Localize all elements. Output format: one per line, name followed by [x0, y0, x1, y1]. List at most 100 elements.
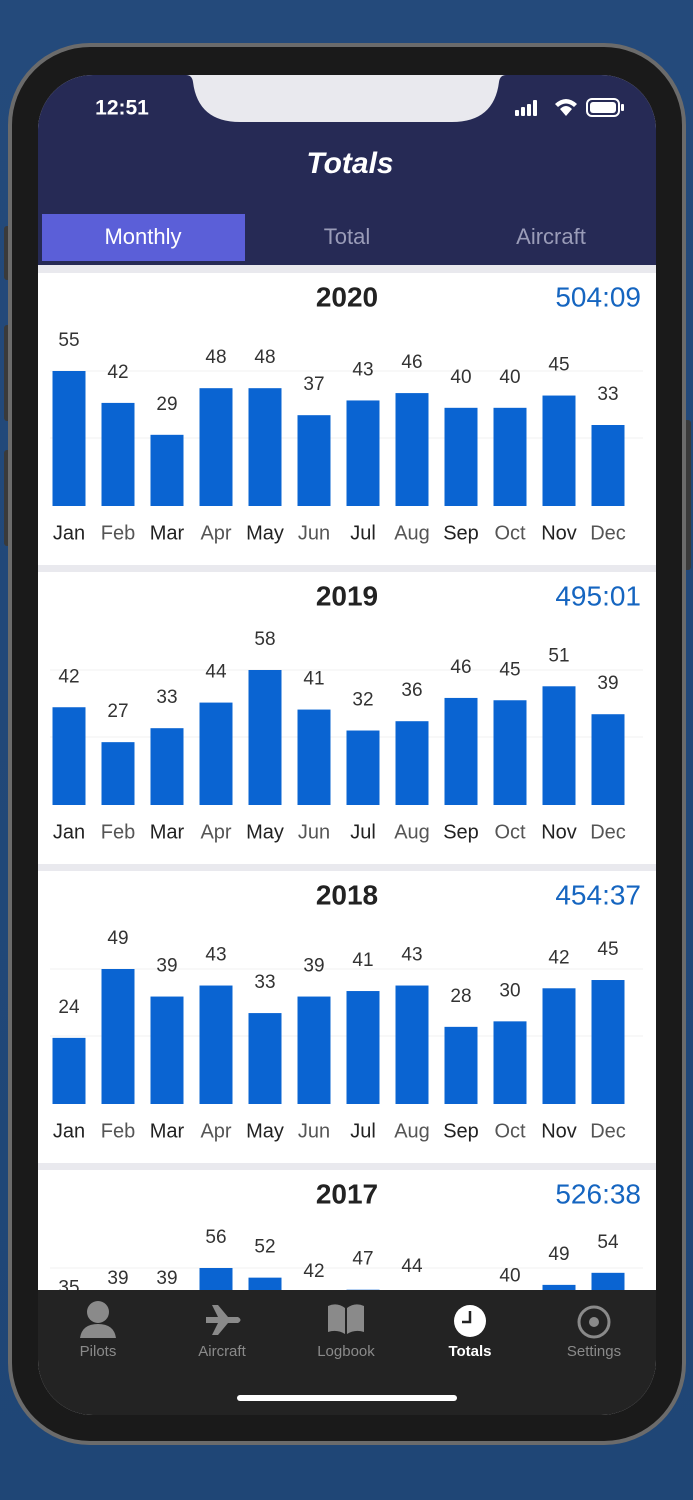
bar	[297, 709, 331, 805]
month-label: Feb	[101, 1120, 135, 1142]
month-label: Jul	[350, 522, 376, 544]
month-label: Sep	[443, 821, 479, 843]
bar-value-label: 54	[597, 1232, 619, 1253]
month-label: Jun	[298, 522, 330, 544]
tab-icons	[80, 1301, 611, 1339]
bar	[248, 388, 282, 506]
bar	[493, 1021, 527, 1104]
bar	[493, 700, 527, 805]
bar-value-label: 35	[58, 1278, 79, 1299]
bar	[199, 985, 233, 1104]
bar-value-label: 33	[254, 972, 275, 993]
header-title: Totals	[306, 147, 393, 180]
tab-label[interactable]: Totals	[448, 1343, 491, 1360]
month-label: Sep	[443, 522, 479, 544]
segment-tab[interactable]: Aircraft	[516, 224, 586, 249]
bar	[591, 1272, 625, 1290]
month-label: Apr	[200, 522, 231, 544]
chart-total: 495:01	[555, 580, 641, 611]
bar-value-label: 33	[156, 687, 177, 708]
bar-value-label: 40	[499, 1266, 520, 1287]
bar	[591, 980, 625, 1104]
clock-hands	[462, 1311, 472, 1324]
bar-value-label: 49	[548, 1244, 569, 1265]
bar-value-label: 39	[303, 956, 324, 977]
bar-value-label: 36	[401, 680, 422, 701]
bar-value-label: 30	[499, 980, 520, 1001]
status-icons	[515, 98, 624, 117]
bar-value-label: 56	[205, 1227, 226, 1248]
bar-value-label: 28	[450, 986, 471, 1007]
month-label: Nov	[541, 821, 577, 843]
bar	[444, 697, 478, 805]
bar-value-label: 44	[205, 662, 227, 683]
bar	[150, 434, 184, 506]
bar-value-label: 47	[352, 1249, 373, 1270]
bar	[101, 742, 135, 805]
bar	[444, 407, 478, 506]
bar	[493, 407, 527, 506]
home-indicator	[237, 1395, 457, 1401]
bar	[52, 371, 86, 506]
bar	[52, 1037, 86, 1104]
month-label: Oct	[494, 1120, 526, 1142]
tab-label[interactable]: Logbook	[317, 1343, 375, 1360]
month-label: Aug	[394, 522, 430, 544]
month-label: Jan	[53, 1120, 85, 1142]
bar-value-label: 52	[254, 1237, 275, 1258]
tab-selected-bg	[42, 214, 245, 261]
bar-value-label: 46	[450, 657, 471, 678]
bar	[346, 1289, 380, 1290]
bar	[346, 730, 380, 805]
segment-tab[interactable]: Total	[324, 224, 370, 249]
bar	[248, 1277, 282, 1290]
tab-label[interactable]: Pilots	[80, 1343, 117, 1360]
bar	[591, 714, 625, 805]
bar-value-label: 29	[156, 394, 177, 415]
bar-value-label: 48	[205, 347, 226, 368]
tab-label[interactable]: Aircraft	[198, 1343, 246, 1360]
bar	[101, 402, 135, 506]
bar-value-label: 41	[303, 669, 324, 690]
bar-value-label: 37	[303, 374, 324, 395]
month-label: Jun	[298, 821, 330, 843]
month-label: Nov	[541, 1120, 577, 1142]
bar-value-label: 44	[401, 1256, 423, 1277]
month-label: Oct	[494, 522, 526, 544]
month-label: Dec	[590, 522, 626, 544]
bar-value-label: 55	[58, 330, 79, 351]
month-label: Jul	[350, 1120, 376, 1142]
bar-value-label: 42	[107, 362, 128, 383]
bar	[542, 1284, 576, 1290]
bar	[395, 721, 429, 805]
month-label: Jun	[298, 1120, 330, 1142]
bar-value-label: 43	[401, 945, 422, 966]
month-label: Jan	[53, 522, 85, 544]
month-label: Feb	[101, 821, 135, 843]
chart-title: 2019	[316, 580, 378, 611]
bar-value-label: 42	[548, 947, 569, 968]
bar	[346, 400, 380, 506]
bar	[542, 686, 576, 805]
bar-value-label: 41	[352, 950, 373, 971]
bar	[199, 702, 233, 805]
bar	[591, 425, 625, 506]
tab-bar	[38, 1290, 656, 1415]
month-label: Sep	[443, 1120, 479, 1142]
month-label: Jul	[350, 821, 376, 843]
segment-tab[interactable]: Monthly	[104, 224, 181, 249]
bar-value-label: 58	[254, 629, 275, 650]
bar-value-label: 27	[107, 701, 128, 722]
month-label: Feb	[101, 522, 135, 544]
tab-label[interactable]: Settings	[567, 1343, 621, 1360]
bar	[395, 393, 429, 506]
bar-value-label: 39	[156, 1268, 177, 1289]
month-label: Nov	[541, 522, 577, 544]
bar	[444, 1026, 478, 1104]
month-label: Mar	[150, 821, 185, 843]
bar	[52, 707, 86, 805]
bar-value-label: 24	[58, 997, 80, 1018]
bar	[346, 991, 380, 1104]
chart-title: 2020	[316, 281, 378, 312]
